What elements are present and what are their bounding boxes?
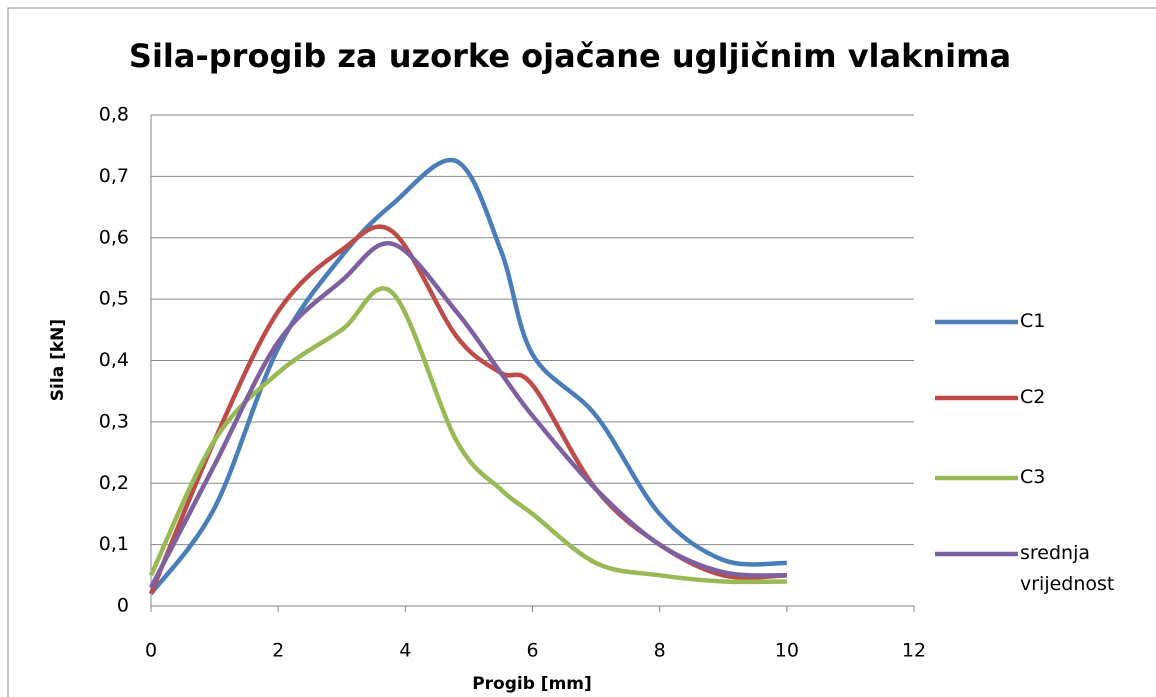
y-tick-label: 0 — [117, 595, 129, 617]
series-line — [149, 157, 787, 596]
y-tick-label: 0,6 — [99, 226, 129, 248]
y-tick-label: 0,4 — [99, 349, 129, 371]
legend-label: C3 — [1020, 466, 1046, 488]
chart-border — [7, 7, 1156, 697]
legend-label: C2 — [1020, 386, 1046, 408]
y-tick-label: 0,7 — [99, 165, 129, 187]
y-tick-label: 0,5 — [99, 288, 129, 310]
x-tick-label: 10 — [775, 640, 799, 662]
y-tick-label: 0,3 — [99, 410, 129, 432]
x-tick-label: 2 — [272, 640, 284, 662]
series-line — [149, 241, 787, 589]
y-axis-label: Sila [kN] — [48, 319, 68, 401]
x-tick-label: 4 — [399, 640, 411, 662]
x-tick-label: 0 — [145, 640, 157, 662]
y-tick-label: 0,1 — [99, 533, 129, 555]
x-tick-label: 12 — [902, 640, 926, 662]
y-tick-label: 0,8 — [99, 104, 129, 126]
x-axis-label: Progib [mm] — [472, 674, 592, 694]
y-tick-label: 0,2 — [99, 472, 129, 494]
x-tick-label: 6 — [526, 640, 538, 662]
legend-label: C1 — [1020, 310, 1046, 332]
x-tick-label: 8 — [654, 640, 666, 662]
chart-title: Sila-progib za uzorke ojačane ugljičnim … — [129, 37, 1011, 75]
legend-label: srednja vrijednost — [1020, 542, 1115, 595]
